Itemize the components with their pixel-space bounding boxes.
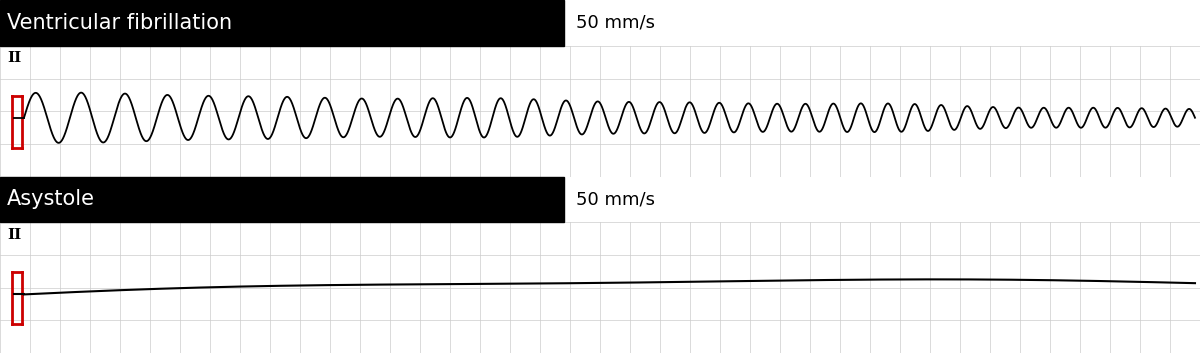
Text: Ventricular fibrillation: Ventricular fibrillation <box>7 13 232 33</box>
Text: 50 mm/s: 50 mm/s <box>576 14 655 32</box>
Text: Asystole: Asystole <box>7 190 95 209</box>
Bar <box>0 0 564 46</box>
Text: II: II <box>7 51 22 65</box>
Bar <box>0 176 564 222</box>
Text: II: II <box>7 228 22 242</box>
Text: 50 mm/s: 50 mm/s <box>576 191 655 208</box>
